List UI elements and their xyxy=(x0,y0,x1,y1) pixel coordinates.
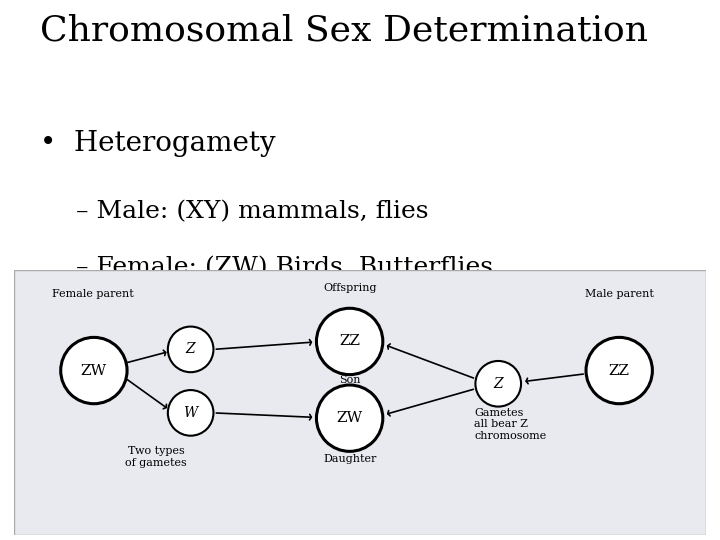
Text: ZZ: ZZ xyxy=(339,334,360,348)
Text: Son: Son xyxy=(339,375,361,384)
Text: Two types
of gametes: Two types of gametes xyxy=(125,446,187,468)
Ellipse shape xyxy=(60,338,127,404)
Ellipse shape xyxy=(586,338,652,404)
Text: ZW: ZW xyxy=(81,363,107,377)
Text: W: W xyxy=(184,406,198,420)
Text: Daughter: Daughter xyxy=(323,454,377,464)
Ellipse shape xyxy=(317,308,383,375)
Text: Z: Z xyxy=(186,342,195,356)
Text: – Male: (XY) mammals, flies: – Male: (XY) mammals, flies xyxy=(76,200,428,223)
Text: Z: Z xyxy=(493,377,503,391)
Text: •  Heterogamety: • Heterogamety xyxy=(40,130,275,157)
Text: Female parent: Female parent xyxy=(53,288,134,299)
Ellipse shape xyxy=(168,327,213,372)
Ellipse shape xyxy=(475,361,521,407)
Text: Male parent: Male parent xyxy=(585,288,654,299)
Text: Chromosomal Sex Determination: Chromosomal Sex Determination xyxy=(40,14,647,48)
Text: Gametes
all bear Z
chromosome: Gametes all bear Z chromosome xyxy=(474,408,546,441)
Text: Offspring: Offspring xyxy=(323,283,377,293)
Ellipse shape xyxy=(168,390,213,436)
Text: – Female: (ZW) Birds, Butterflies: – Female: (ZW) Birds, Butterflies xyxy=(76,256,492,280)
Ellipse shape xyxy=(317,385,383,451)
FancyBboxPatch shape xyxy=(14,270,706,535)
Text: ZW: ZW xyxy=(336,411,363,425)
Text: ZZ: ZZ xyxy=(608,363,630,377)
